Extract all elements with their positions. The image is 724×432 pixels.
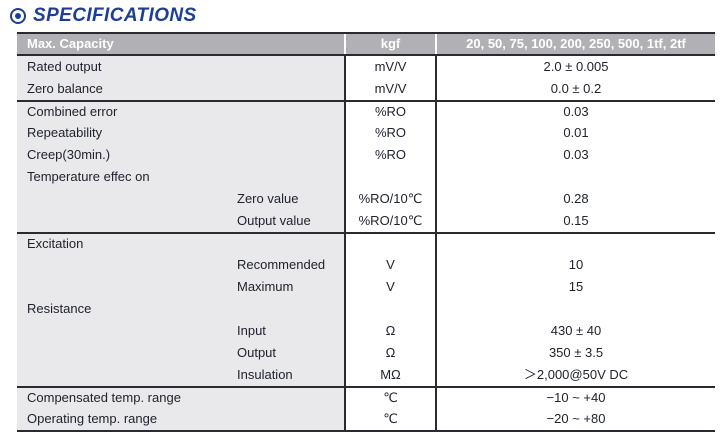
table-row: Rated output mV/V 2.0 ± 0.005	[17, 56, 715, 78]
spec-value: 350 ± 3.5	[435, 342, 715, 364]
spec-value: 2.0 ± 0.005	[435, 56, 715, 78]
spec-label: Operating temp. range	[17, 408, 344, 430]
spec-label: Zero balance	[17, 78, 344, 100]
header-capacity-values: 20, 50, 75, 100, 200, 250, 500, 1tf, 2tf	[435, 34, 715, 54]
spec-unit: %RO	[344, 102, 435, 122]
spec-value: 430 ± 40	[435, 320, 715, 342]
spec-unit: mV/V	[344, 56, 435, 78]
header-unit-kgf: kgf	[344, 34, 435, 54]
spec-unit: Ω	[344, 320, 435, 342]
specifications-table: Max. Capacity kgf 20, 50, 75, 100, 200, …	[17, 32, 715, 432]
spec-unit: Ω	[344, 342, 435, 364]
spec-label: Output value	[17, 210, 344, 232]
spec-label: Recommended	[17, 254, 344, 276]
table-row: Maximum V 15	[17, 276, 715, 298]
table-row: Excitation	[17, 232, 715, 254]
spec-value: 10	[435, 254, 715, 276]
spec-value: 0.0 ± 0.2	[435, 78, 715, 100]
spec-unit: ℃	[344, 408, 435, 430]
spec-unit	[344, 166, 435, 188]
spec-value: ＞2,000@50V DC	[435, 364, 715, 386]
spec-label: Zero value	[17, 188, 344, 210]
spec-unit: %RO	[344, 144, 435, 166]
spec-value: 0.01	[435, 122, 715, 144]
spec-label: Output	[17, 342, 344, 364]
spec-label: Compensated temp. range	[17, 388, 344, 408]
table-row: Recommended V 10	[17, 254, 715, 276]
bullseye-dot-icon	[15, 13, 21, 19]
section-title: SPECIFICATIONS	[10, 4, 197, 28]
spec-label: Temperature effec on	[17, 166, 344, 188]
header-max-capacity: Max. Capacity	[17, 34, 344, 54]
spec-unit: ℃	[344, 388, 435, 408]
spec-label: Combined error	[17, 102, 344, 122]
table-row: Repeatability %RO 0.01	[17, 122, 715, 144]
table-row: Combined error %RO 0.03	[17, 100, 715, 122]
spec-label: Rated output	[17, 56, 344, 78]
spec-unit: %RO	[344, 122, 435, 144]
spec-value: 0.28	[435, 188, 715, 210]
table-row: Compensated temp. range ℃ −10 ~ +40	[17, 386, 715, 408]
table-row: Output value %RO/10℃ 0.15	[17, 210, 715, 232]
spec-label: Excitation	[17, 234, 344, 254]
table-body: Rated output mV/V 2.0 ± 0.005 Zero balance m…	[17, 56, 715, 430]
spec-value	[435, 298, 715, 320]
table-row: Resistance	[17, 298, 715, 320]
spec-value	[435, 234, 715, 254]
spec-value: −10 ~ +40	[435, 388, 715, 408]
table-row: Zero value %RO/10℃ 0.28	[17, 188, 715, 210]
spec-unit: V	[344, 276, 435, 298]
table-row: Output Ω 350 ± 3.5	[17, 342, 715, 364]
table-row: Operating temp. range ℃ −20 ~ +80	[17, 408, 715, 430]
spec-unit: mV/V	[344, 78, 435, 100]
spec-unit: %RO/10℃	[344, 210, 435, 232]
page-title: SPECIFICATIONS	[33, 5, 197, 26]
spec-label: Insulation	[17, 364, 344, 386]
spec-value: 0.15	[435, 210, 715, 232]
table-header-row: Max. Capacity kgf 20, 50, 75, 100, 200, …	[17, 34, 715, 56]
spec-label: Maximum	[17, 276, 344, 298]
spec-unit	[344, 298, 435, 320]
spec-value: 0.03	[435, 144, 715, 166]
spec-value: 0.03	[435, 102, 715, 122]
spec-value	[435, 166, 715, 188]
spec-unit: V	[344, 254, 435, 276]
table-row: Input Ω 430 ± 40	[17, 320, 715, 342]
spec-label: Input	[17, 320, 344, 342]
table-row: Creep(30min.) %RO 0.03	[17, 144, 715, 166]
spec-unit: %RO/10℃	[344, 188, 435, 210]
spec-unit	[344, 234, 435, 254]
spec-unit: MΩ	[344, 364, 435, 386]
spec-value: −20 ~ +80	[435, 408, 715, 430]
spec-value: 15	[435, 276, 715, 298]
spec-label: Repeatability	[17, 122, 344, 144]
table-row: Zero balance mV/V 0.0 ± 0.2	[17, 78, 715, 100]
table-row: Insulation MΩ ＞2,000@50V DC	[17, 364, 715, 386]
bullseye-icon	[10, 8, 26, 24]
table-row: Temperature effec on	[17, 166, 715, 188]
spec-label: Creep(30min.)	[17, 144, 344, 166]
spec-label: Resistance	[17, 298, 344, 320]
